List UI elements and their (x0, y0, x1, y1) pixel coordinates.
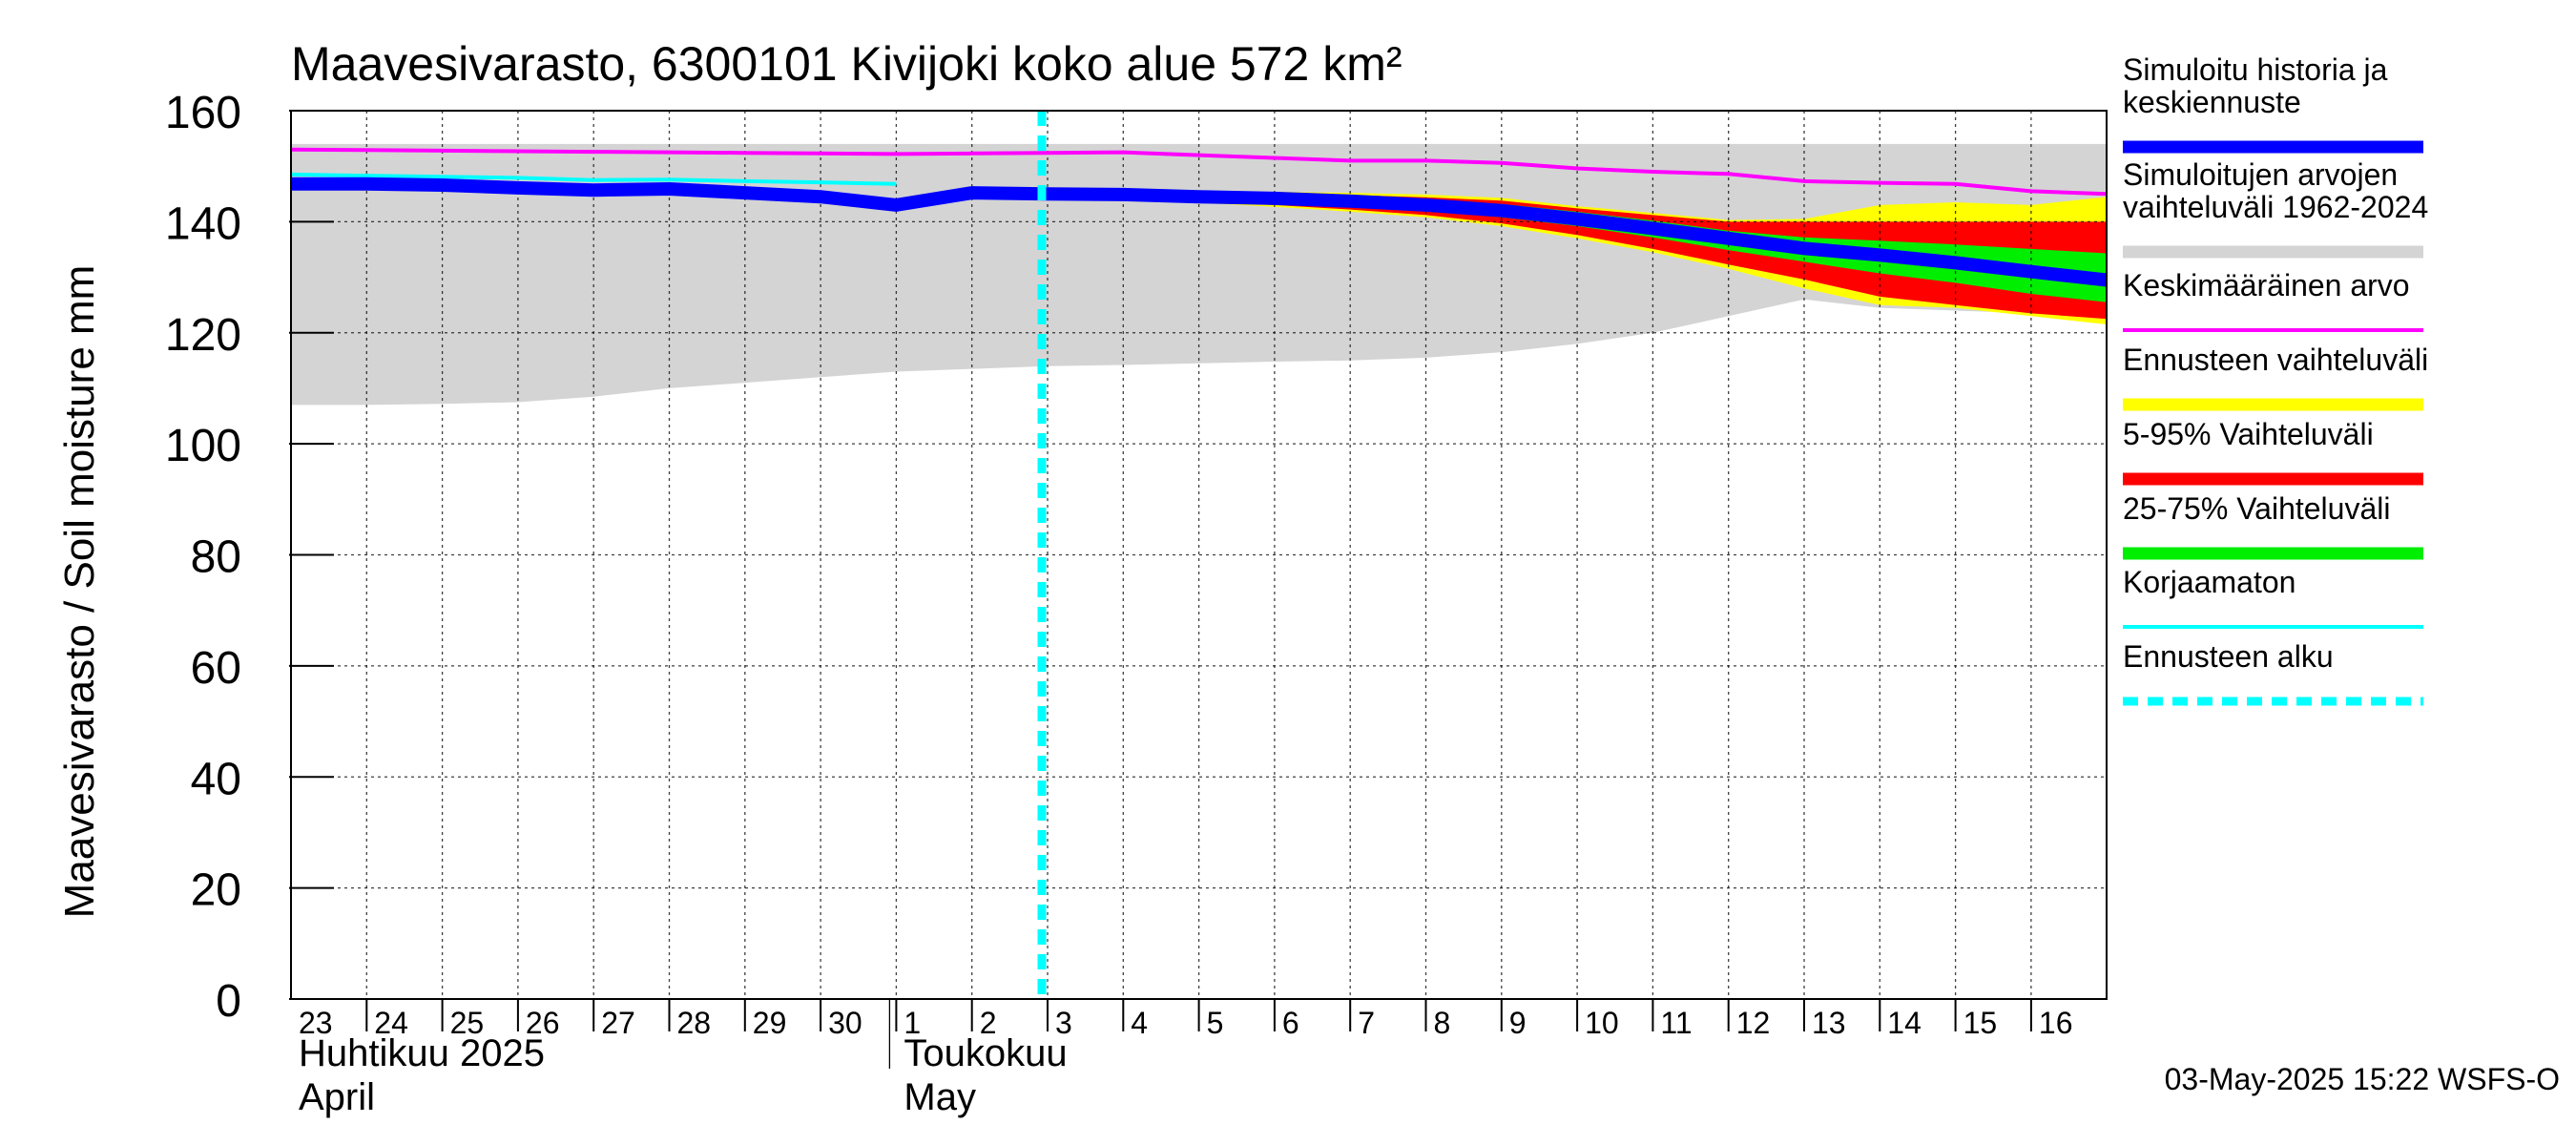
x-tick-label: 27 (601, 1006, 635, 1040)
legend-label: Simuloitu historia ja (2123, 52, 2388, 87)
legend-label: keskiennuste (2123, 85, 2301, 119)
x-tick-label: 12 (1736, 1006, 1771, 1040)
x-tick-label: 14 (1887, 1006, 1922, 1040)
x-tick-label: 15 (1963, 1006, 1998, 1040)
legend-item: Ennusteen alku (2123, 639, 2423, 706)
legend-item: 25-75% Vaihteluväli (2123, 491, 2423, 560)
y-tick-label: 140 (165, 198, 241, 249)
x-tick-label: 23 (299, 1006, 333, 1040)
x-tick-label: 29 (753, 1006, 787, 1040)
series-line-0 (290, 147, 2108, 197)
legend-label: Korjaamaton (2123, 565, 2296, 599)
month-label-en: May (904, 1076, 976, 1118)
y-tick-label: 0 (216, 976, 241, 1027)
legend-item: Korjaamaton (2123, 565, 2423, 629)
legend-item: 5-95% Vaihteluväli (2123, 417, 2423, 486)
x-tick-label: 7 (1358, 1006, 1375, 1040)
x-tick-label: 11 (1660, 1006, 1692, 1040)
timestamp: 03-May-2025 15:22 WSFS-O (2165, 1062, 2560, 1096)
y-tick-label: 80 (191, 532, 241, 583)
chart-title: Maavesivarasto, 6300101 Kivijoki koko al… (291, 37, 1402, 91)
x-tick-label: 24 (374, 1006, 408, 1040)
y-tick-label: 100 (165, 421, 241, 471)
legend-item: Ennusteen vaihteluväli (2123, 343, 2428, 411)
legend-label: Ennusteen vaihteluväli (2123, 343, 2428, 377)
x-tick-label: 1 (904, 1006, 921, 1040)
x-tick-label: 5 (1207, 1006, 1224, 1040)
month-label-en: April (299, 1076, 375, 1118)
legend-label: Ennusteen alku (2123, 639, 2334, 674)
legend-label: 25-75% Vaihteluväli (2123, 491, 2390, 526)
y-tick-label: 20 (191, 865, 241, 916)
legend-label: vaihteluväli 1962-2024 (2123, 190, 2428, 224)
month-label-fi: Toukokuu (904, 1032, 1067, 1074)
x-tick-label: 28 (677, 1006, 712, 1040)
y-tick-label: 60 (191, 643, 241, 694)
x-tick-label: 3 (1055, 1006, 1072, 1040)
x-tick-label: 13 (1812, 1006, 1846, 1040)
x-tick-label: 6 (1282, 1006, 1299, 1040)
x-tick-label: 9 (1509, 1006, 1527, 1040)
band-2 (1048, 193, 2108, 320)
x-tick-label: 16 (2039, 1006, 2073, 1040)
legend-label: Simuloitujen arvojen (2123, 157, 2398, 192)
x-tick-label: 25 (450, 1006, 485, 1040)
y-tick-label: 160 (165, 88, 241, 138)
legend-label: Keskimääräinen arvo (2123, 268, 2410, 302)
month-label-fi: Huhtikuu 2025 (299, 1032, 545, 1074)
y-tick-label: 40 (191, 754, 241, 804)
series-line-1 (290, 172, 897, 186)
legend-label: 5-95% Vaihteluväli (2123, 417, 2374, 451)
x-tick-label: 8 (1434, 1006, 1451, 1040)
x-tick-label: 26 (526, 1006, 560, 1040)
legend-item: Keskimääräinen arvo (2123, 268, 2423, 332)
y-tick-label: 120 (165, 310, 241, 361)
x-tick-label: 4 (1131, 1006, 1148, 1040)
x-tick-label: 2 (980, 1006, 997, 1040)
y-axis-label: Maavesivarasto / Soil moisture mm (56, 265, 103, 919)
series-line-2 (291, 177, 2108, 287)
x-tick-label: 30 (828, 1006, 862, 1040)
x-tick-label: 10 (1585, 1006, 1619, 1040)
